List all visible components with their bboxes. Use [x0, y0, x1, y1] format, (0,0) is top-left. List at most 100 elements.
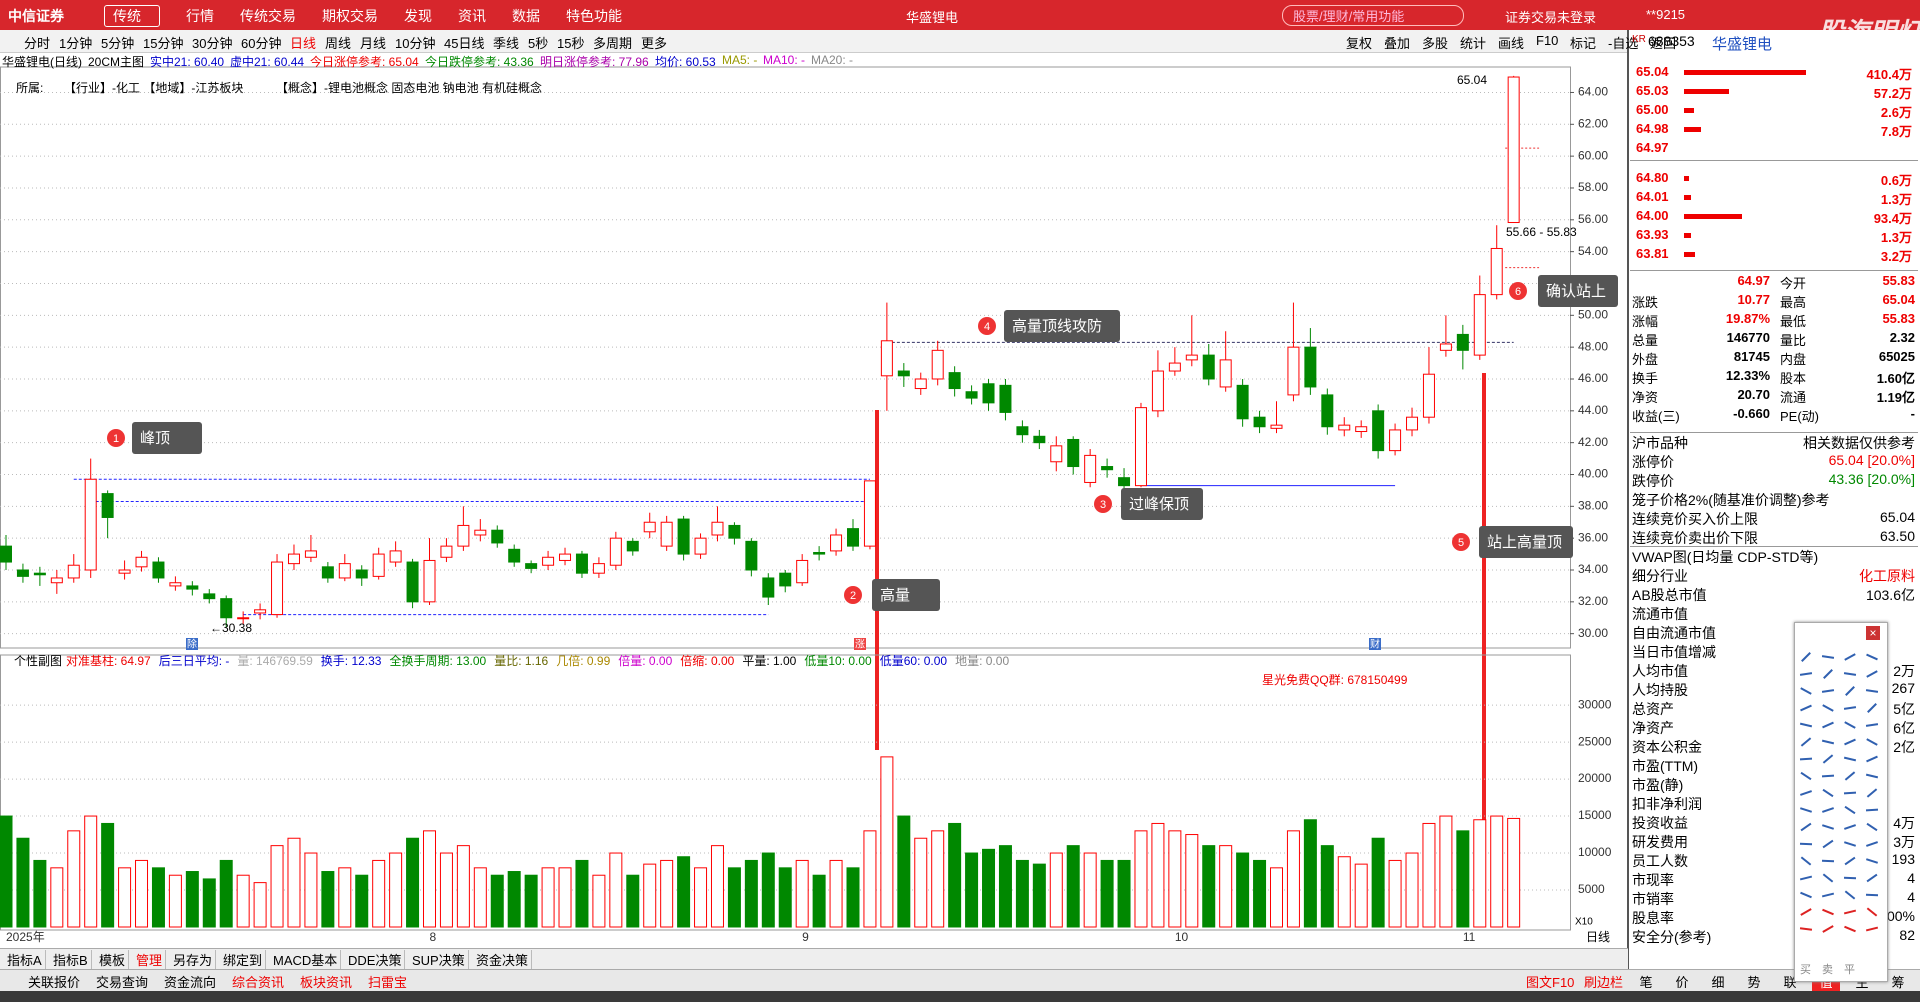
menu-item[interactable]: 数据 [512, 8, 540, 24]
candle-body [1321, 394, 1334, 428]
event-box [854, 638, 866, 650]
search-box[interactable]: 股票/理财/常用功能 [1282, 5, 1464, 26]
bottom-tab[interactable]: 扫雷宝 [368, 975, 408, 990]
bottom-tab[interactable]: 板块资讯 [300, 975, 353, 990]
detail-value: 6亿 [1893, 720, 1915, 736]
book-qty: 0.6万 [1880, 173, 1912, 188]
period-button[interactable]: 15分钟 [143, 36, 184, 51]
bottom-tab[interactable]: SUP决策 [409, 950, 469, 969]
bottom-tab[interactable]: 指标A [4, 950, 46, 969]
menu-item[interactable]: 行情 [186, 8, 214, 24]
candle-body [609, 537, 622, 566]
period-button[interactable]: 日线 [290, 36, 317, 51]
stat-label: 涨幅 [1632, 314, 1659, 329]
book-price: 65.00 [1636, 102, 1669, 117]
side-tab[interactable]: 笔 [1639, 975, 1653, 990]
palette-tool[interactable] [1799, 842, 1813, 846]
period-button[interactable]: 10分钟 [395, 36, 436, 51]
side-tab[interactable]: 价 [1675, 975, 1689, 990]
book-price: 64.98 [1636, 121, 1669, 136]
bottom-tab[interactable]: 指标B [50, 950, 92, 969]
bottom-tab[interactable]: 关联报价 [28, 975, 81, 990]
detail-value: 化工原料 [1859, 568, 1915, 584]
candle-body [1067, 438, 1080, 468]
bottom-tab[interactable]: DDE决策 [345, 950, 406, 969]
plot-border [0, 66, 1571, 649]
tool-button[interactable]: 画线 [1498, 36, 1525, 51]
stat-value: - [1910, 406, 1915, 421]
stat-value: 10.77 [1737, 292, 1770, 307]
candle-body [474, 529, 487, 536]
palette-close[interactable]: × [1866, 626, 1880, 640]
side-tab[interactable]: 细 [1711, 975, 1725, 990]
candle-body [1270, 424, 1283, 429]
bottom-tab[interactable]: 图文F10 [1526, 975, 1575, 990]
tool-button[interactable]: 返回 [1650, 36, 1677, 51]
period-button[interactable]: 多周期 [593, 36, 633, 51]
bottom-tab[interactable]: 综合资讯 [232, 975, 285, 990]
period-button[interactable]: 月线 [360, 36, 387, 51]
palette-trade[interactable]: 卖 [1822, 964, 1833, 976]
tool-button[interactable]: 复权 [1346, 36, 1373, 51]
tool-button[interactable]: -自选 [1608, 36, 1639, 51]
menu-item[interactable]: 期权交易 [322, 8, 378, 24]
account: **9215 [1646, 7, 1686, 22]
period-button[interactable]: 分时 [24, 36, 51, 51]
period-button[interactable]: 更多 [641, 36, 668, 51]
bottom-tab[interactable]: 资金流向 [164, 975, 217, 990]
period-button[interactable]: 季线 [493, 36, 520, 51]
period-button[interactable]: 周线 [325, 36, 352, 51]
bottom-tab[interactable]: 模板 [96, 950, 130, 969]
chart: 30.00 32.00 34.00 36.00 38.00 40.00 42.00 44.00… [0, 66, 1618, 944]
side-tab[interactable]: 筹 [1891, 975, 1905, 990]
period-button[interactable]: 15秒 [557, 36, 585, 51]
candle-body [508, 548, 521, 563]
volume-bar [304, 852, 318, 928]
period-button[interactable]: 45日线 [444, 36, 485, 51]
side-tab[interactable]: 势 [1747, 975, 1761, 990]
period-button[interactable]: 1分钟 [59, 36, 93, 51]
bottom-tab[interactable]: 管理 [133, 950, 167, 969]
mode-select[interactable]: 传统 [104, 5, 160, 27]
palette-tool[interactable] [1821, 859, 1835, 863]
bottom-tab[interactable]: 资金决策 [473, 950, 533, 969]
detail-value: 2亿 [1893, 739, 1915, 755]
detail-value: 63.50 [1879, 528, 1915, 544]
candle-body [525, 563, 538, 569]
tool-button[interactable]: 统计 [1460, 36, 1487, 51]
candle-body [1202, 354, 1215, 380]
info-item: 今日跌停参考: 43.36 [425, 55, 534, 69]
palette-tool[interactable] [1865, 893, 1879, 897]
volume-info: 低量60: 0.00 [880, 654, 948, 668]
palette-trade[interactable]: 买 [1800, 964, 1811, 976]
period-button[interactable]: 5分钟 [101, 36, 135, 51]
side-tab[interactable]: 联 [1783, 975, 1797, 990]
volume-bar [863, 830, 877, 928]
menu-item[interactable]: 特色功能 [566, 8, 622, 24]
palette-trade[interactable]: 平 [1844, 964, 1855, 976]
x-tick-label: 2025年 [6, 930, 45, 944]
tool-button[interactable]: 多股 [1422, 36, 1449, 51]
tool-button[interactable]: F10 [1536, 33, 1559, 48]
bottom-tab[interactable]: 另存为 [170, 950, 217, 969]
menu-item[interactable]: 资讯 [458, 8, 486, 24]
tool-button[interactable]: 标记 [1570, 36, 1597, 51]
menu-item[interactable]: 发现 [404, 8, 432, 24]
volume-bar [1134, 830, 1148, 928]
palette [1794, 622, 1888, 982]
book-price: 64.97 [1636, 140, 1669, 155]
period-button[interactable]: 60分钟 [241, 36, 282, 51]
bottom-tab[interactable]: MACD基本 [270, 950, 342, 969]
bottom-tab[interactable]: 刷边栏 [1584, 975, 1624, 990]
watermark: 股海明灯 [1818, 17, 1920, 47]
candle-body [1033, 435, 1046, 444]
volume-bar [84, 815, 98, 928]
top-bar [0, 0, 1920, 30]
tool-button[interactable]: 叠加 [1384, 36, 1411, 51]
period-button[interactable]: 5秒 [528, 36, 549, 51]
menu-item[interactable]: 传统交易 [240, 8, 296, 24]
palette-tool[interactable] [1843, 876, 1857, 880]
period-button[interactable]: 30分钟 [192, 36, 233, 51]
bottom-tab[interactable]: 绑定到 [220, 950, 267, 969]
bottom-tab[interactable]: 交易查询 [96, 975, 149, 990]
